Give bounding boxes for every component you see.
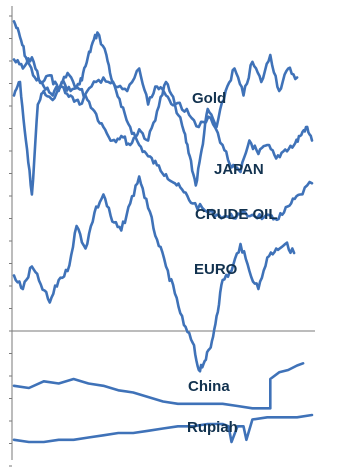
series-label-china: China [188, 378, 230, 395]
series-line-japan [12, 53, 299, 187]
series-label-crude-oil: CRUDE OIL [195, 206, 278, 223]
y-axis-ticks [9, 15, 12, 467]
series-line-rupiah [12, 413, 314, 444]
series-label-euro: EURO [194, 261, 238, 278]
series-label-japan: JAPAN [214, 161, 264, 178]
series-labels: Gold JAPAN CRUDE OIL EURO China Rupiah [187, 90, 278, 436]
series-line-euro [12, 175, 296, 373]
series-label-gold: Gold [192, 90, 226, 107]
series-lines [12, 20, 314, 444]
series-line-china [12, 362, 305, 410]
series-line-gold [12, 20, 314, 222]
series-label-rupiah: Rupiah [187, 419, 238, 436]
series-line-crude-oil [12, 67, 314, 196]
